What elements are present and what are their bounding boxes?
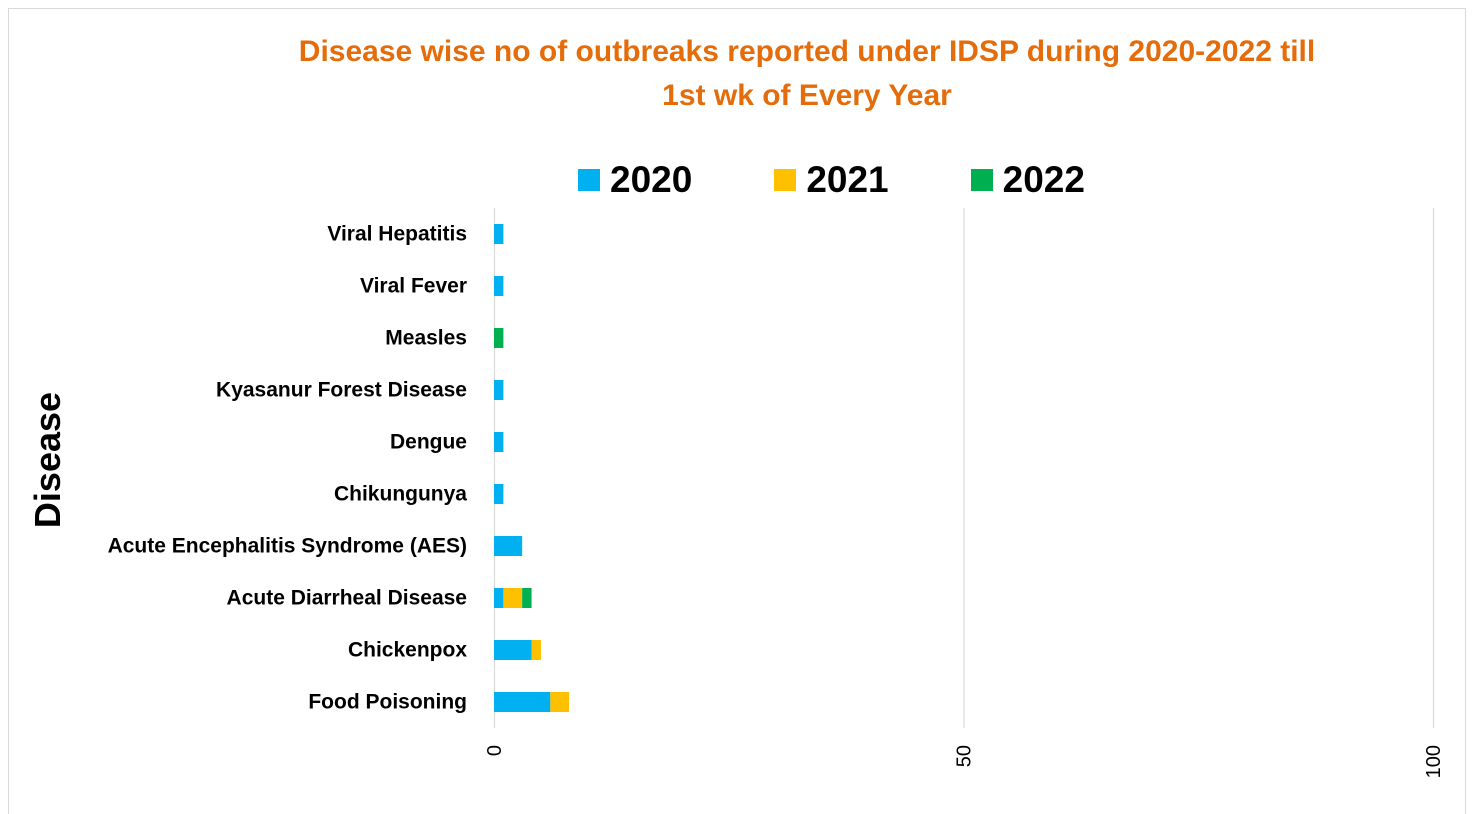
bar-2021-9 [550,692,570,712]
category-label-0: Viral Hepatitis [327,223,467,246]
bar-2020-8 [494,640,532,660]
category-label-8: Chickenpox [348,639,467,662]
category-label-2: Measles [385,327,467,350]
category-label-5: Chikungunya [334,483,467,506]
legend-item-2021: 2021 [774,159,889,201]
legend-swatch-2021 [774,169,797,191]
category-label-7: Acute Diarrheal Disease [227,587,467,610]
legend-swatch-2022 [970,169,993,191]
x-tick-label-0: 0 [484,745,506,756]
bar-2022-2 [494,328,504,348]
chart-frame [8,8,1466,814]
bar-2020-6 [494,536,523,556]
bar-2020-9 [494,692,551,712]
legend-swatch-2020 [578,169,600,191]
legend-item-2022: 2022 [970,159,1085,201]
legend-item-2020: 2020 [578,159,692,201]
bar-2020-3 [494,380,504,400]
bar-2020-0 [494,224,504,244]
bar-2021-8 [531,640,541,660]
legend-label-2022: 2022 [1002,159,1085,200]
chart-title: Disease wise no of outbreaks reported un… [0,30,1474,118]
category-label-4: Dengue [390,431,467,454]
category-label-3: Kyasanur Forest Disease [216,379,467,402]
legend-label-2020: 2020 [610,159,693,200]
category-label-9: Food Poisoning [308,691,467,714]
bar-2020-4 [494,432,504,452]
bar-2021-7 [503,588,523,608]
bar-2020-7 [494,588,504,608]
chart-legend: 2020 2021 2022 [578,159,1085,201]
bar-2020-5 [494,484,504,504]
bar-2020-1 [494,276,504,296]
x-tick-label-100: 100 [1423,745,1445,778]
category-label-1: Viral Fever [360,275,467,298]
chart-title-line-2: 1st wk of Every Year [662,79,952,112]
category-label-6: Acute Encephalitis Syndrome (AES) [108,535,467,558]
chart-title-line-1: Disease wise no of outbreaks reported un… [298,35,1316,68]
x-tick-label-50: 50 [954,745,976,767]
bar-2022-7 [522,588,532,608]
legend-label-2021: 2021 [806,159,889,200]
